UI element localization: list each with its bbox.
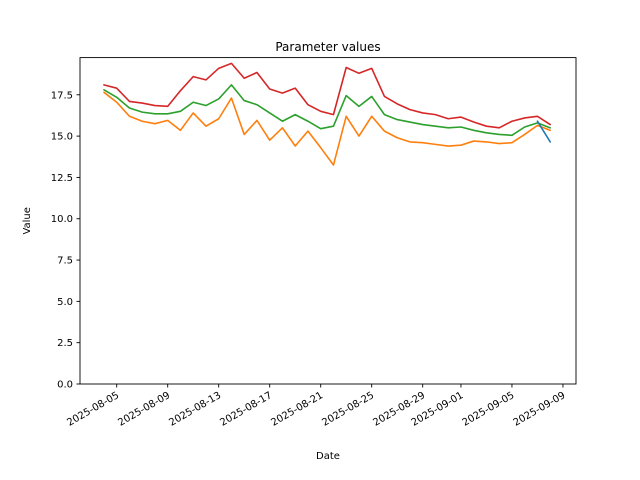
y-tick-label: 7.5 <box>57 256 73 267</box>
y-tick-label: 10.0 <box>51 214 73 225</box>
x-tick-label: 2025-08-25 <box>320 390 376 429</box>
x-axis-label: Date <box>316 451 340 462</box>
series-red-line <box>103 62 552 129</box>
x-tick-label: 2025-08-17 <box>218 390 274 429</box>
y-tick-label: 5.0 <box>57 297 73 308</box>
chart-title: Parameter values <box>275 40 380 54</box>
plot-area <box>80 57 576 384</box>
series-group <box>103 62 552 166</box>
y-tick-label: 12.5 <box>51 173 73 184</box>
series-orange-line <box>103 91 552 166</box>
x-tick-label: 2025-09-09 <box>512 390 568 429</box>
series-green-line <box>103 84 552 137</box>
y-axis-label: Value <box>22 207 33 234</box>
x-tick-label: 2025-08-05 <box>65 390 121 429</box>
y-tick-label: 0.0 <box>57 380 73 391</box>
series-blue-line <box>536 120 552 143</box>
x-tick-label: 2025-09-05 <box>461 390 517 429</box>
y-tick-label: 17.5 <box>51 90 73 101</box>
x-tick-label: 2025-08-13 <box>167 390 223 429</box>
x-tick-label: 2025-08-21 <box>269 390 325 429</box>
x-tick-label: 2025-08-09 <box>116 390 172 429</box>
y-tick-label: 15.0 <box>51 132 73 143</box>
axes-spines <box>79 57 577 385</box>
y-tick-label: 2.5 <box>57 338 73 349</box>
